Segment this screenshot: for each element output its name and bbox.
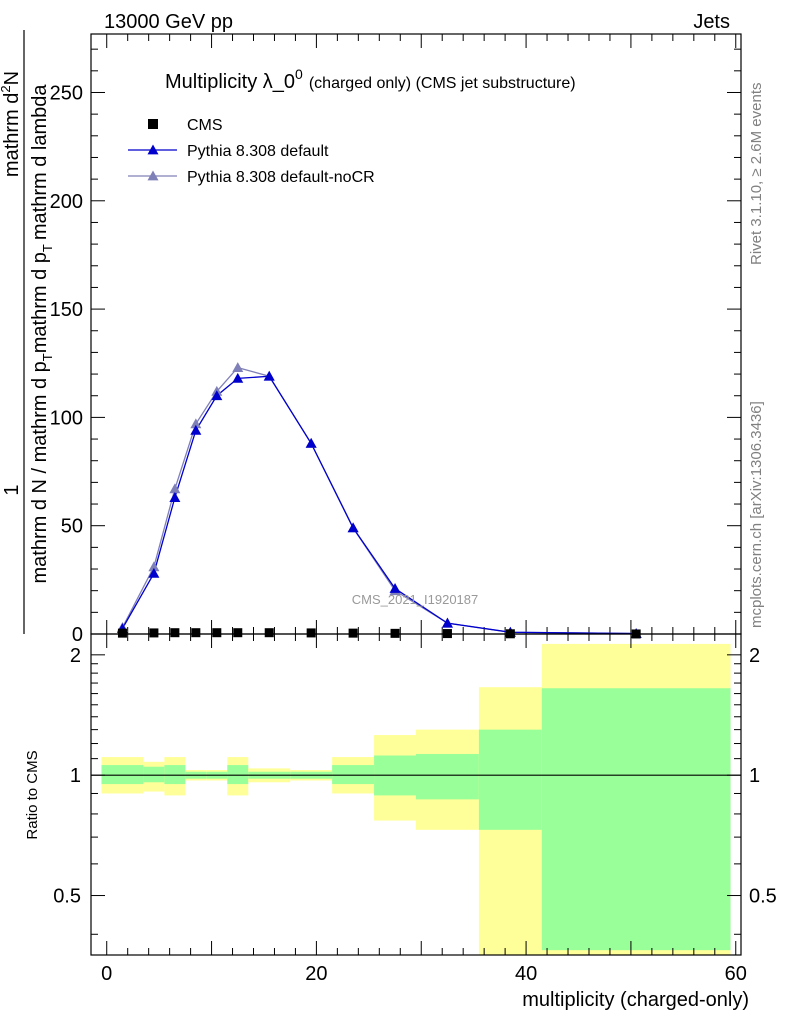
legend-label-2: Pythia 8.308 default-noCR [187,169,375,186]
ratio-band-green [227,765,249,785]
ratio-band-green [143,766,165,783]
ratio-xlabel: multiplicity (charged-only) [522,989,749,1011]
rivet-label: Rivet 3.1.10, ≥ 2.6M events [748,83,765,266]
main-ytick-label: 0 [72,624,83,646]
ratio-band-green [332,765,375,785]
ratio-band-green [164,765,186,785]
series-point-1 [389,583,401,593]
header-energy: 13000 GeV pp [104,11,233,33]
ratio-xtick-label: 60 [725,963,747,985]
legend-marker-2 [147,170,159,181]
ylabel-den-a-sub: T [40,353,55,361]
ratio-ytick-label-right: 2 [749,645,760,667]
chart-title: Multiplicity λ_00 (charged only) (CMS jet… [165,66,576,93]
cms-data-point [390,628,400,638]
main-ytick-label: 50 [61,516,83,538]
ratio-ytick-label-right: 1 [749,765,760,787]
series-point-1 [190,424,202,435]
analysis-watermark: CMS_2021_I1920187 [352,592,479,607]
legend-marker-1 [147,144,159,155]
series-point-1 [347,522,359,533]
main-ytick-label: 200 [50,191,83,213]
cms-data-point [170,628,180,638]
chart-title-main: Multiplicity λ_0 [165,71,295,93]
series-point-1 [211,390,223,401]
ratio-plot: 0.5 0.51 12 20 20 40 60 [53,633,777,985]
legend-label-1: Pythia 8.308 default [187,143,329,160]
ratio-xtick-label: 0 [101,963,112,985]
ylabel-den-c: mathrm d lambda [29,84,51,240]
ratio-bands [101,643,731,955]
series-point-1 [263,370,275,381]
cms-data-point [117,628,127,638]
ratio-band-green [541,688,731,951]
series-point-2 [232,362,244,372]
mcplots-label: mcplots.cern.ch [arXiv:1306.3436] [748,401,765,628]
legend: CMS Pythia 8.308 default Pythia 8.308 defa… [128,117,375,186]
ylabel-numerator-d2n: mathrm d2N [0,71,23,177]
main-ytick-label: 150 [50,299,83,321]
series-point-2 [148,561,160,572]
series-point-2 [190,418,202,429]
ratio-ytick-label-right: 0.5 [749,886,777,908]
cms-data-point [233,628,243,638]
legend-marker-cms [148,119,158,129]
ylabel-num-b-end: N [1,71,23,85]
main-ylabel: 1 mathrm d2N mathrm d N / mathrm d pTmat… [0,30,55,634]
ratio-ylabel: Ratio to CMS [24,750,41,839]
series-point-1 [441,617,453,628]
chart-title-suffix: (charged only) (CMS jet substructure) [309,75,576,92]
ylabel-num-b-sup: 2 [0,85,13,92]
ylabel-numerator-one: 1 [1,484,23,495]
cms-data-point [212,628,222,638]
ratio-ticks: 0.5 0.51 12 20 20 40 60 [53,634,777,985]
ratio-band-green [416,753,479,800]
series-point-1 [232,372,244,383]
ylabel-den-a: mathrm d N / mathrm d p [29,361,51,583]
ylabel-denominator: mathrm d N / mathrm d pTmathrm d pTmathr… [29,84,55,584]
cms-data-point [191,628,201,638]
ratio-xtick-label: 40 [515,963,537,985]
ratio-ytick-label: 2 [70,645,81,667]
ylabel-den-b-sub: T [40,244,55,252]
cms-data-point [264,628,274,638]
series-point-1 [148,567,160,578]
ratio-frame [90,633,742,956]
main-ticks: 0 50 100 150 200 250 [50,34,741,646]
main-series [116,362,642,639]
main-ytick-label: 250 [50,82,83,104]
ratio-ytick-label: 0.5 [53,886,81,908]
chart-title-sup: 0 [295,66,303,82]
ratio-band-green [478,729,542,830]
main-ytick-label: 100 [50,407,83,429]
cms-data-point [348,628,358,638]
cms-data-point [149,628,159,638]
ylabel-num-b: mathrm d [1,93,23,177]
legend-label-0: CMS [187,117,223,134]
series-point-2 [169,483,181,494]
series-point-1 [169,492,181,502]
ratio-ytick-label: 1 [70,765,81,787]
ylabel-den-b: mathrm d p [29,252,51,353]
series-point-1 [305,437,317,448]
cms-data-point [306,628,316,638]
header-jets: Jets [693,11,730,33]
ratio-band-green [101,765,144,785]
ratio-xtick-label: 20 [305,963,327,985]
